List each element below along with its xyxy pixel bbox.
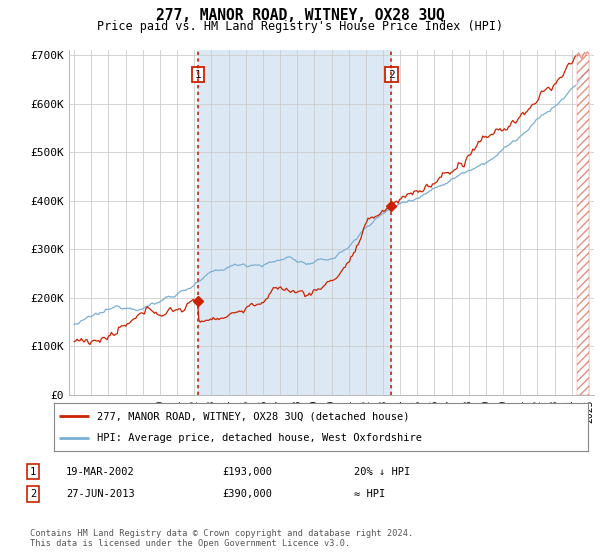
Text: 277, MANOR ROAD, WITNEY, OX28 3UQ: 277, MANOR ROAD, WITNEY, OX28 3UQ [155, 8, 445, 24]
Text: HPI: Average price, detached house, West Oxfordshire: HPI: Average price, detached house, West… [97, 433, 422, 443]
Text: 2: 2 [388, 69, 395, 80]
Text: ≈ HPI: ≈ HPI [354, 489, 385, 499]
Text: 1: 1 [30, 466, 36, 477]
Bar [576, 50, 589, 395]
Bar [198, 50, 391, 395]
Text: 1: 1 [194, 69, 201, 80]
Text: Price paid vs. HM Land Registry's House Price Index (HPI): Price paid vs. HM Land Registry's House … [97, 20, 503, 32]
Text: 2: 2 [30, 489, 36, 499]
Text: 19-MAR-2002: 19-MAR-2002 [66, 466, 135, 477]
Text: 277, MANOR ROAD, WITNEY, OX28 3UQ (detached house): 277, MANOR ROAD, WITNEY, OX28 3UQ (detac… [97, 411, 409, 421]
Text: Contains HM Land Registry data © Crown copyright and database right 2024.
This d: Contains HM Land Registry data © Crown c… [30, 529, 413, 548]
Text: £193,000: £193,000 [222, 466, 272, 477]
Text: £390,000: £390,000 [222, 489, 272, 499]
Text: 20% ↓ HPI: 20% ↓ HPI [354, 466, 410, 477]
Text: 27-JUN-2013: 27-JUN-2013 [66, 489, 135, 499]
